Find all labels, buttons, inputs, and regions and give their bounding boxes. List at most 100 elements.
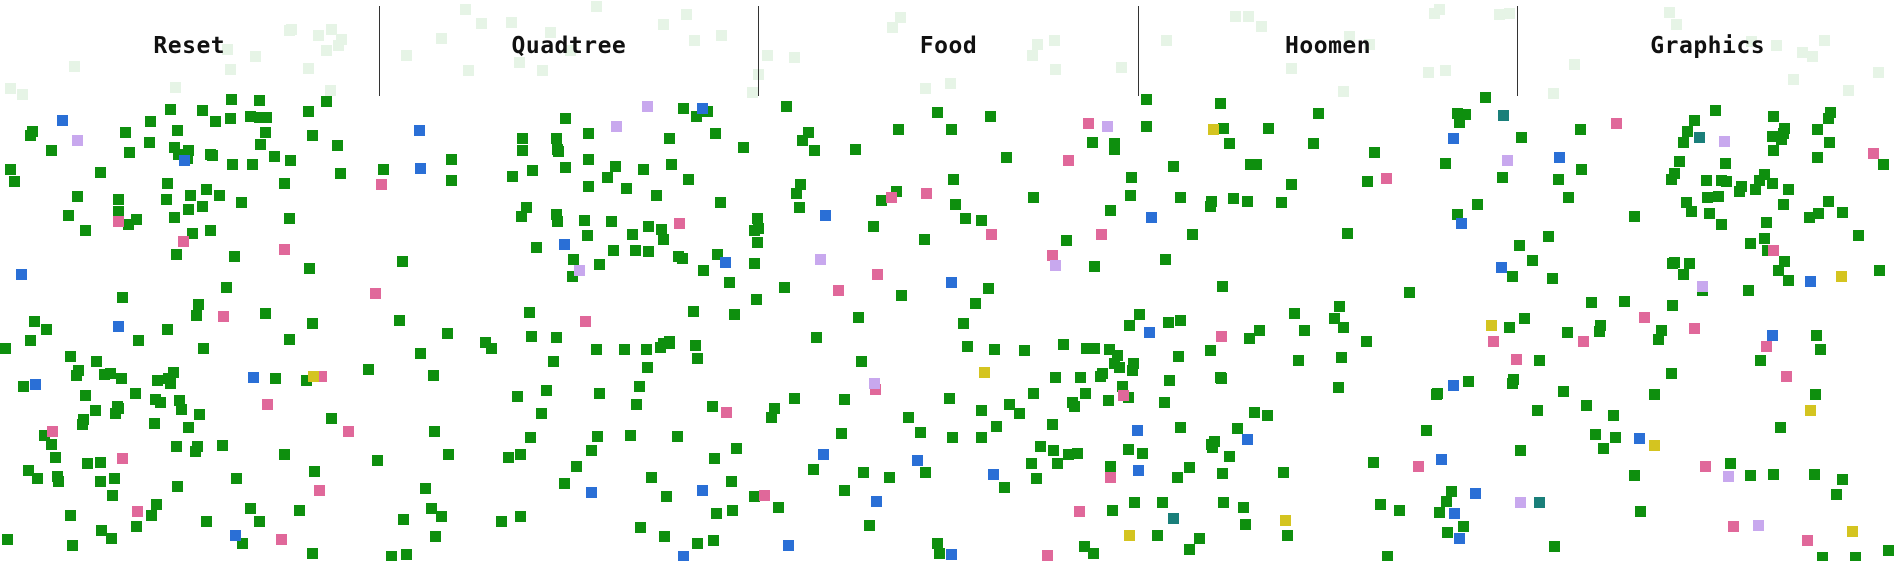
food: [150, 394, 161, 405]
food: [691, 111, 702, 122]
food: [583, 154, 594, 165]
faded-cell: [1548, 88, 1559, 99]
lavender-agent: [72, 135, 83, 146]
food: [1480, 92, 1491, 103]
blue-agent: [1448, 380, 1459, 391]
food: [548, 356, 559, 367]
faded-cell: [1494, 9, 1505, 20]
lavender-agent: [611, 121, 622, 132]
food: [96, 525, 107, 536]
menu-divider: [1137, 6, 1139, 96]
food: [221, 282, 232, 293]
food: [661, 491, 672, 502]
pink-agent: [1611, 118, 1622, 129]
food: [635, 522, 646, 533]
food: [727, 505, 738, 516]
faded-cell: [689, 35, 700, 46]
food: [1175, 422, 1186, 433]
lavender-agent: [1723, 471, 1734, 482]
food: [658, 234, 669, 245]
food: [651, 190, 662, 201]
quadtree-button[interactable]: Quadtree: [511, 33, 627, 59]
food: [171, 441, 182, 452]
graphics-button[interactable]: Graphics: [1650, 33, 1766, 59]
food: [1674, 156, 1685, 167]
lavender-agent: [642, 101, 653, 112]
yellow-agent: [1486, 320, 1497, 331]
food: [32, 473, 43, 484]
faded-cell: [1873, 67, 1884, 78]
pink-agent: [1768, 245, 1779, 256]
food: [198, 343, 209, 354]
food: [1184, 544, 1195, 555]
food: [1514, 240, 1525, 251]
lavender-agent: [574, 265, 585, 276]
food: [301, 375, 312, 386]
food: [27, 126, 38, 137]
food: [1635, 506, 1646, 517]
food: [1558, 386, 1569, 397]
food: [2, 534, 13, 545]
food: [1342, 228, 1353, 239]
blue-agent: [818, 449, 829, 460]
pink-agent: [1042, 550, 1053, 561]
faded-cell: [313, 30, 324, 41]
pink-agent: [872, 269, 883, 280]
food: [567, 271, 578, 282]
blue-agent: [57, 115, 68, 126]
faded-cell: [895, 12, 906, 23]
food: [710, 128, 721, 139]
food: [1553, 174, 1564, 185]
food: [551, 209, 562, 220]
food: [560, 113, 571, 124]
food: [284, 334, 295, 345]
food: [1441, 496, 1452, 507]
food: [989, 344, 1000, 355]
food: [1649, 389, 1660, 400]
food: [1394, 505, 1405, 516]
food: [724, 277, 735, 288]
pink-agent: [178, 236, 189, 247]
lavender-agent: [1515, 497, 1526, 508]
food: [1141, 121, 1152, 132]
food: [642, 362, 653, 373]
pink-agent: [1096, 229, 1107, 240]
food: [631, 399, 642, 410]
blue-agent: [179, 155, 190, 166]
food: [39, 430, 50, 441]
food: [1472, 199, 1483, 210]
faded-cell: [1256, 21, 1267, 32]
food: [1107, 505, 1118, 516]
food: [1218, 497, 1229, 508]
food: [606, 216, 617, 227]
food: [1720, 158, 1731, 169]
food-button[interactable]: Food: [919, 33, 978, 59]
food: [1783, 184, 1794, 195]
faded-cell: [1788, 74, 1799, 85]
blue-agent: [1132, 425, 1143, 436]
food: [1442, 527, 1453, 538]
yellow-agent: [1847, 526, 1858, 537]
food: [579, 215, 590, 226]
blue-agent: [30, 379, 41, 390]
pink-agent: [1413, 461, 1424, 472]
hoomen-button[interactable]: Hoomen: [1285, 33, 1372, 59]
food: [1157, 497, 1168, 508]
food: [884, 472, 895, 483]
food: [1205, 345, 1216, 356]
food: [1575, 124, 1586, 135]
faded-cell: [401, 50, 412, 61]
yellow-agent: [1280, 515, 1291, 526]
food: [839, 394, 850, 405]
food: [850, 144, 861, 155]
reset-button[interactable]: Reset: [153, 33, 226, 59]
faded-cell: [887, 22, 898, 33]
food: [1547, 273, 1558, 284]
food: [976, 405, 987, 416]
food: [1109, 144, 1120, 155]
food: [1048, 445, 1059, 456]
food: [1745, 238, 1756, 249]
blue-agent: [720, 257, 731, 268]
food: [1028, 388, 1039, 399]
